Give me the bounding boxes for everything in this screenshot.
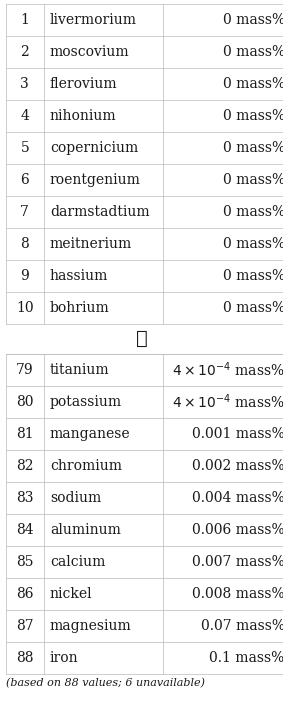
Text: 0.007 mass%: 0.007 mass%	[192, 555, 283, 569]
Text: 0 mass%: 0 mass%	[222, 77, 283, 91]
Text: 0 mass%: 0 mass%	[222, 205, 283, 219]
Text: 0.002 mass%: 0.002 mass%	[192, 459, 283, 473]
Text: 84: 84	[16, 523, 34, 537]
Text: manganese: manganese	[50, 427, 130, 441]
Text: livermorium: livermorium	[50, 13, 137, 27]
Text: 0 mass%: 0 mass%	[222, 237, 283, 251]
Text: 9: 9	[20, 269, 29, 283]
Text: 7: 7	[20, 205, 29, 219]
Text: 1: 1	[20, 13, 29, 27]
Text: magnesium: magnesium	[50, 619, 132, 633]
Text: $4 \times 10^{-4}$ mass%: $4 \times 10^{-4}$ mass%	[172, 393, 283, 411]
Text: 2: 2	[20, 45, 29, 59]
Text: roentgenium: roentgenium	[50, 173, 141, 187]
Text: 4: 4	[20, 109, 29, 123]
Text: 0.004 mass%: 0.004 mass%	[192, 491, 283, 505]
Text: 0.001 mass%: 0.001 mass%	[192, 427, 283, 441]
Text: 0 mass%: 0 mass%	[222, 109, 283, 123]
Text: 0.006 mass%: 0.006 mass%	[192, 523, 283, 537]
Text: 10: 10	[16, 301, 34, 315]
Text: chromium: chromium	[50, 459, 122, 473]
Text: moscovium: moscovium	[50, 45, 130, 59]
Text: potassium: potassium	[50, 395, 122, 409]
Text: 0 mass%: 0 mass%	[222, 173, 283, 187]
Text: 3: 3	[20, 77, 29, 91]
Text: 8: 8	[20, 237, 29, 251]
Text: 79: 79	[16, 363, 34, 377]
Text: 86: 86	[16, 587, 33, 601]
Text: bohrium: bohrium	[50, 301, 110, 315]
Text: meitnerium: meitnerium	[50, 237, 132, 251]
Text: 5: 5	[20, 141, 29, 155]
Text: 6: 6	[20, 173, 29, 187]
Text: nihonium: nihonium	[50, 109, 117, 123]
Text: sodium: sodium	[50, 491, 101, 505]
Text: titanium: titanium	[50, 363, 110, 377]
Text: 87: 87	[16, 619, 34, 633]
Text: 0 mass%: 0 mass%	[222, 45, 283, 59]
Text: 85: 85	[16, 555, 33, 569]
Text: copernicium: copernicium	[50, 141, 138, 155]
Text: 0.008 mass%: 0.008 mass%	[192, 587, 283, 601]
Text: 80: 80	[16, 395, 33, 409]
Text: hassium: hassium	[50, 269, 108, 283]
Text: $4 \times 10^{-4}$ mass%: $4 \times 10^{-4}$ mass%	[172, 360, 283, 379]
Text: 0 mass%: 0 mass%	[222, 269, 283, 283]
Text: 0.07 mass%: 0.07 mass%	[201, 619, 283, 633]
Text: ⋮: ⋮	[136, 330, 147, 348]
Text: iron: iron	[50, 651, 78, 665]
Text: nickel: nickel	[50, 587, 93, 601]
Text: 82: 82	[16, 459, 33, 473]
Text: 83: 83	[16, 491, 33, 505]
Text: 0 mass%: 0 mass%	[222, 141, 283, 155]
Text: 81: 81	[16, 427, 34, 441]
Text: 0 mass%: 0 mass%	[222, 13, 283, 27]
Text: calcium: calcium	[50, 555, 105, 569]
Text: flerovium: flerovium	[50, 77, 117, 91]
Text: darmstadtium: darmstadtium	[50, 205, 149, 219]
Text: 88: 88	[16, 651, 33, 665]
Text: 0 mass%: 0 mass%	[222, 301, 283, 315]
Text: (based on 88 values; 6 unavailable): (based on 88 values; 6 unavailable)	[6, 678, 205, 689]
Text: 0.1 mass%: 0.1 mass%	[209, 651, 283, 665]
Text: aluminum: aluminum	[50, 523, 121, 537]
